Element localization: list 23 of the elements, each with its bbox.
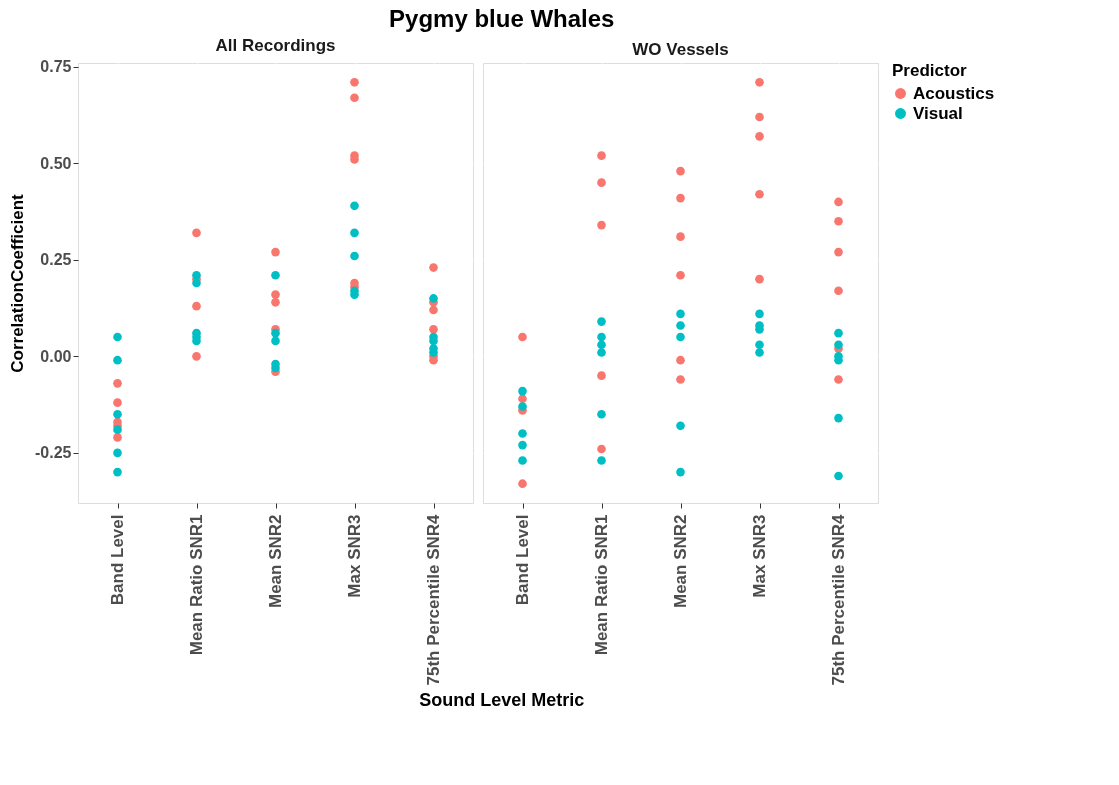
chart-title: Pygmy blue Whales — [389, 5, 615, 33]
y-tick-label: 0.00 — [40, 347, 72, 365]
chart-subtitle: All Recordings — [215, 35, 336, 55]
y-tick-label: 0.25 — [40, 251, 72, 269]
y-tick-label: 0.75 — [40, 58, 72, 76]
x-axis-title: Sound Level Metric — [419, 689, 585, 710]
x-tick-label: Mean SNR2 — [671, 514, 690, 609]
legend-label: Visual — [913, 103, 963, 123]
legend-title: Predictor — [892, 61, 968, 80]
y-tick-label: 0.50 — [40, 154, 72, 172]
y-axis-title: CorrelationCoefficient — [8, 193, 28, 373]
x-tick-label: Band Level — [513, 514, 532, 606]
legend-label: Acoustics — [913, 83, 995, 103]
x-tick-label: Mean SNR2 — [266, 514, 285, 609]
chart-subtitle: WO Vessels — [632, 40, 729, 59]
x-tick-label: Band Level — [108, 514, 127, 606]
x-tick-label: Max SNR3 — [750, 514, 769, 598]
x-tick-label: 75th Percentile SNR4 — [829, 513, 848, 686]
x-tick-label: Max SNR3 — [345, 514, 364, 598]
x-tick-label: Mean Ratio SNR1 — [187, 514, 206, 656]
x-tick-label: 75th Percentile SNR4 — [424, 513, 443, 686]
x-tick-label: Mean Ratio SNR1 — [592, 514, 611, 656]
y-tick-label: -0.25 — [35, 444, 72, 462]
